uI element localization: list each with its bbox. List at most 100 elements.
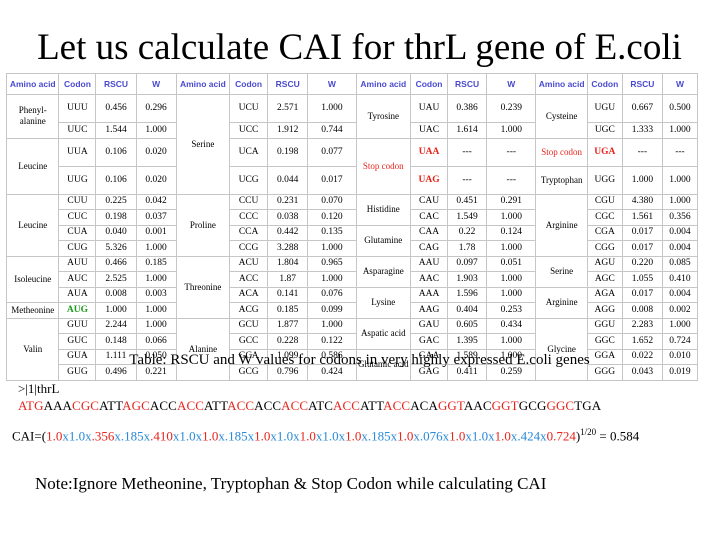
gene-sequence: ATGAAACGCATTAGCACCACCATTACCACCACCATCACCA… [18,398,601,414]
table-cell: 1.652 [621,333,663,350]
table-cell: UCA [229,137,269,167]
codon-segment: ATT [203,398,228,413]
table-row: AUC 2.525 1.000 ACC 1.87 1.000 AAC 1.903 1.000 AG… [7,271,699,288]
table-cell: 1.561 [621,209,663,226]
table-cell: 0.228 [267,333,309,350]
table-cell: 0.051 [486,255,537,272]
amino-acid-cell: Glutamic acid [355,348,412,381]
table-cell: UGG [586,165,623,195]
table-cell: 0.724 [661,333,699,350]
cai-prefix: CAI=( [12,428,47,444]
table-cell: 0.220 [621,255,663,272]
table-cell: 0.386 [447,94,488,123]
table-cell: 1.903 [447,271,488,288]
table-cell: 5.326 [95,240,137,257]
table-cell: CGA [586,224,623,241]
amino-acid-cell: Lysine [355,286,412,319]
table-row: UUC 1.544 1.000 UCC 1.912 0.744 UAC 1.614 1.000 U… [7,122,699,139]
table-cell: 0.037 [135,209,177,226]
cai-factor: .424 [517,428,541,444]
cai-factor: 1.0 [254,428,271,444]
table-cell: 1.000 [661,317,699,334]
table-cell: 1.549 [447,209,488,226]
table-row: GUC 0.148 0.066 GCC 0.228 0.122 GAC 1.395 1.000 G… [7,333,699,350]
table-cell: 0.185 [267,302,309,319]
table-cell: 0.221 [135,364,177,381]
multiply-sign: x [270,428,277,444]
table-cell: 0.038 [267,209,309,226]
table-cell: AUG [58,302,97,319]
table-cell: UCC [229,122,269,139]
table-cell: 0.744 [307,122,357,139]
column-header: W [135,73,177,95]
table-row: AUA 0.008 0.003 ACA 0.141 0.076 Lysine AAA 1.596… [7,286,699,319]
amino-acid-cell: Proline [175,193,231,257]
table-cell: UUG [58,165,97,195]
table-cell: 0.017 [621,224,663,241]
table-cell: UCG [229,165,269,195]
codon-segment: ACC [227,398,255,413]
table-cell: 0.017 [621,240,663,257]
table-cell: 0.225 [95,193,137,210]
table-cell: 0.002 [661,302,699,319]
table-cell: AUA [58,286,97,303]
column-header: Amino acid [175,73,231,95]
table-cell: 3.288 [267,240,309,257]
table-cell: 0.239 [486,94,537,123]
table-cell: GCC [229,333,269,350]
table-cell: --- [621,137,663,167]
multiply-sign: x [143,428,151,444]
codon-segment: GGC [546,398,575,413]
multiply-sign: x [338,428,346,444]
codon-segment: TGA [574,398,602,413]
slide-title: Let us calculate CAI for thrL gene of E.… [37,27,682,68]
table-cell: CCC [229,209,269,226]
table-row: CUC 0.198 0.037 CCC 0.038 0.120 CAC 1.549 1.000 C… [7,209,699,226]
multiply-sign: x [247,428,255,444]
table-cell: 0.442 [267,224,309,241]
table-cell: 4.380 [621,193,663,210]
table-cell: 1.804 [267,255,309,272]
cai-factor: 1.0 [68,428,86,444]
table-cell: GCG [229,364,269,381]
table-cell: CUC [58,209,97,226]
table-cell: 0.008 [621,302,663,319]
column-header: Codon [586,73,623,95]
table-cell: AAA [410,286,449,303]
table-cell: 0.667 [621,94,663,123]
table-cell: 0.076 [307,286,357,303]
table-cell: CAU [410,193,449,210]
amino-acid-cell: Asparagine [355,255,412,288]
table-cell: 0.605 [447,317,488,334]
table-cell: GGC [586,333,623,350]
table-cell: 2.525 [95,271,137,288]
table-cell: AUC [58,271,97,288]
table-cell: 2.244 [95,317,137,334]
column-header: Amino acid [355,73,412,95]
cai-close: ) [575,428,581,444]
table-cell: 0.410 [661,271,699,288]
codon-segment: ACA [410,398,438,413]
amino-acid-cell: Glycine [535,317,588,381]
table-cell: UCU [229,94,269,123]
table-cell: AGC [586,271,623,288]
table-row: Leucine CUU 0.225 0.042 Proline CCU 0.231 0.070… [5,193,699,257]
table-cell: 0.22 [447,224,488,241]
cai-formula: CAI=(1.0x1.0x.356x.185x.410x1.0x1.0x.185… [12,423,712,445]
cai-factor: .185 [224,428,248,444]
cai-factor: 1.0 [202,428,219,444]
table-cell: CAG [410,240,449,257]
column-header: RSCU [447,73,488,95]
table-cell: 1.000 [486,240,537,257]
table-cell: 1.000 [486,271,537,288]
table-cell: GAU [410,317,449,334]
column-header: W [307,73,357,95]
codon-segment: AAC [463,398,492,413]
table-cell: 1.000 [486,286,537,303]
table-cell: 0.066 [135,333,177,350]
note-text: Note:Ignore Metheonine, Tryptophan & Sto… [35,474,547,493]
table-cell: UGC [586,122,623,139]
column-header: W [486,73,537,95]
table-row: Phenyl- alanine UUU 0.456 0.296 Serine UCU 2.5… [5,94,699,195]
table-cell: 0.424 [307,364,357,381]
